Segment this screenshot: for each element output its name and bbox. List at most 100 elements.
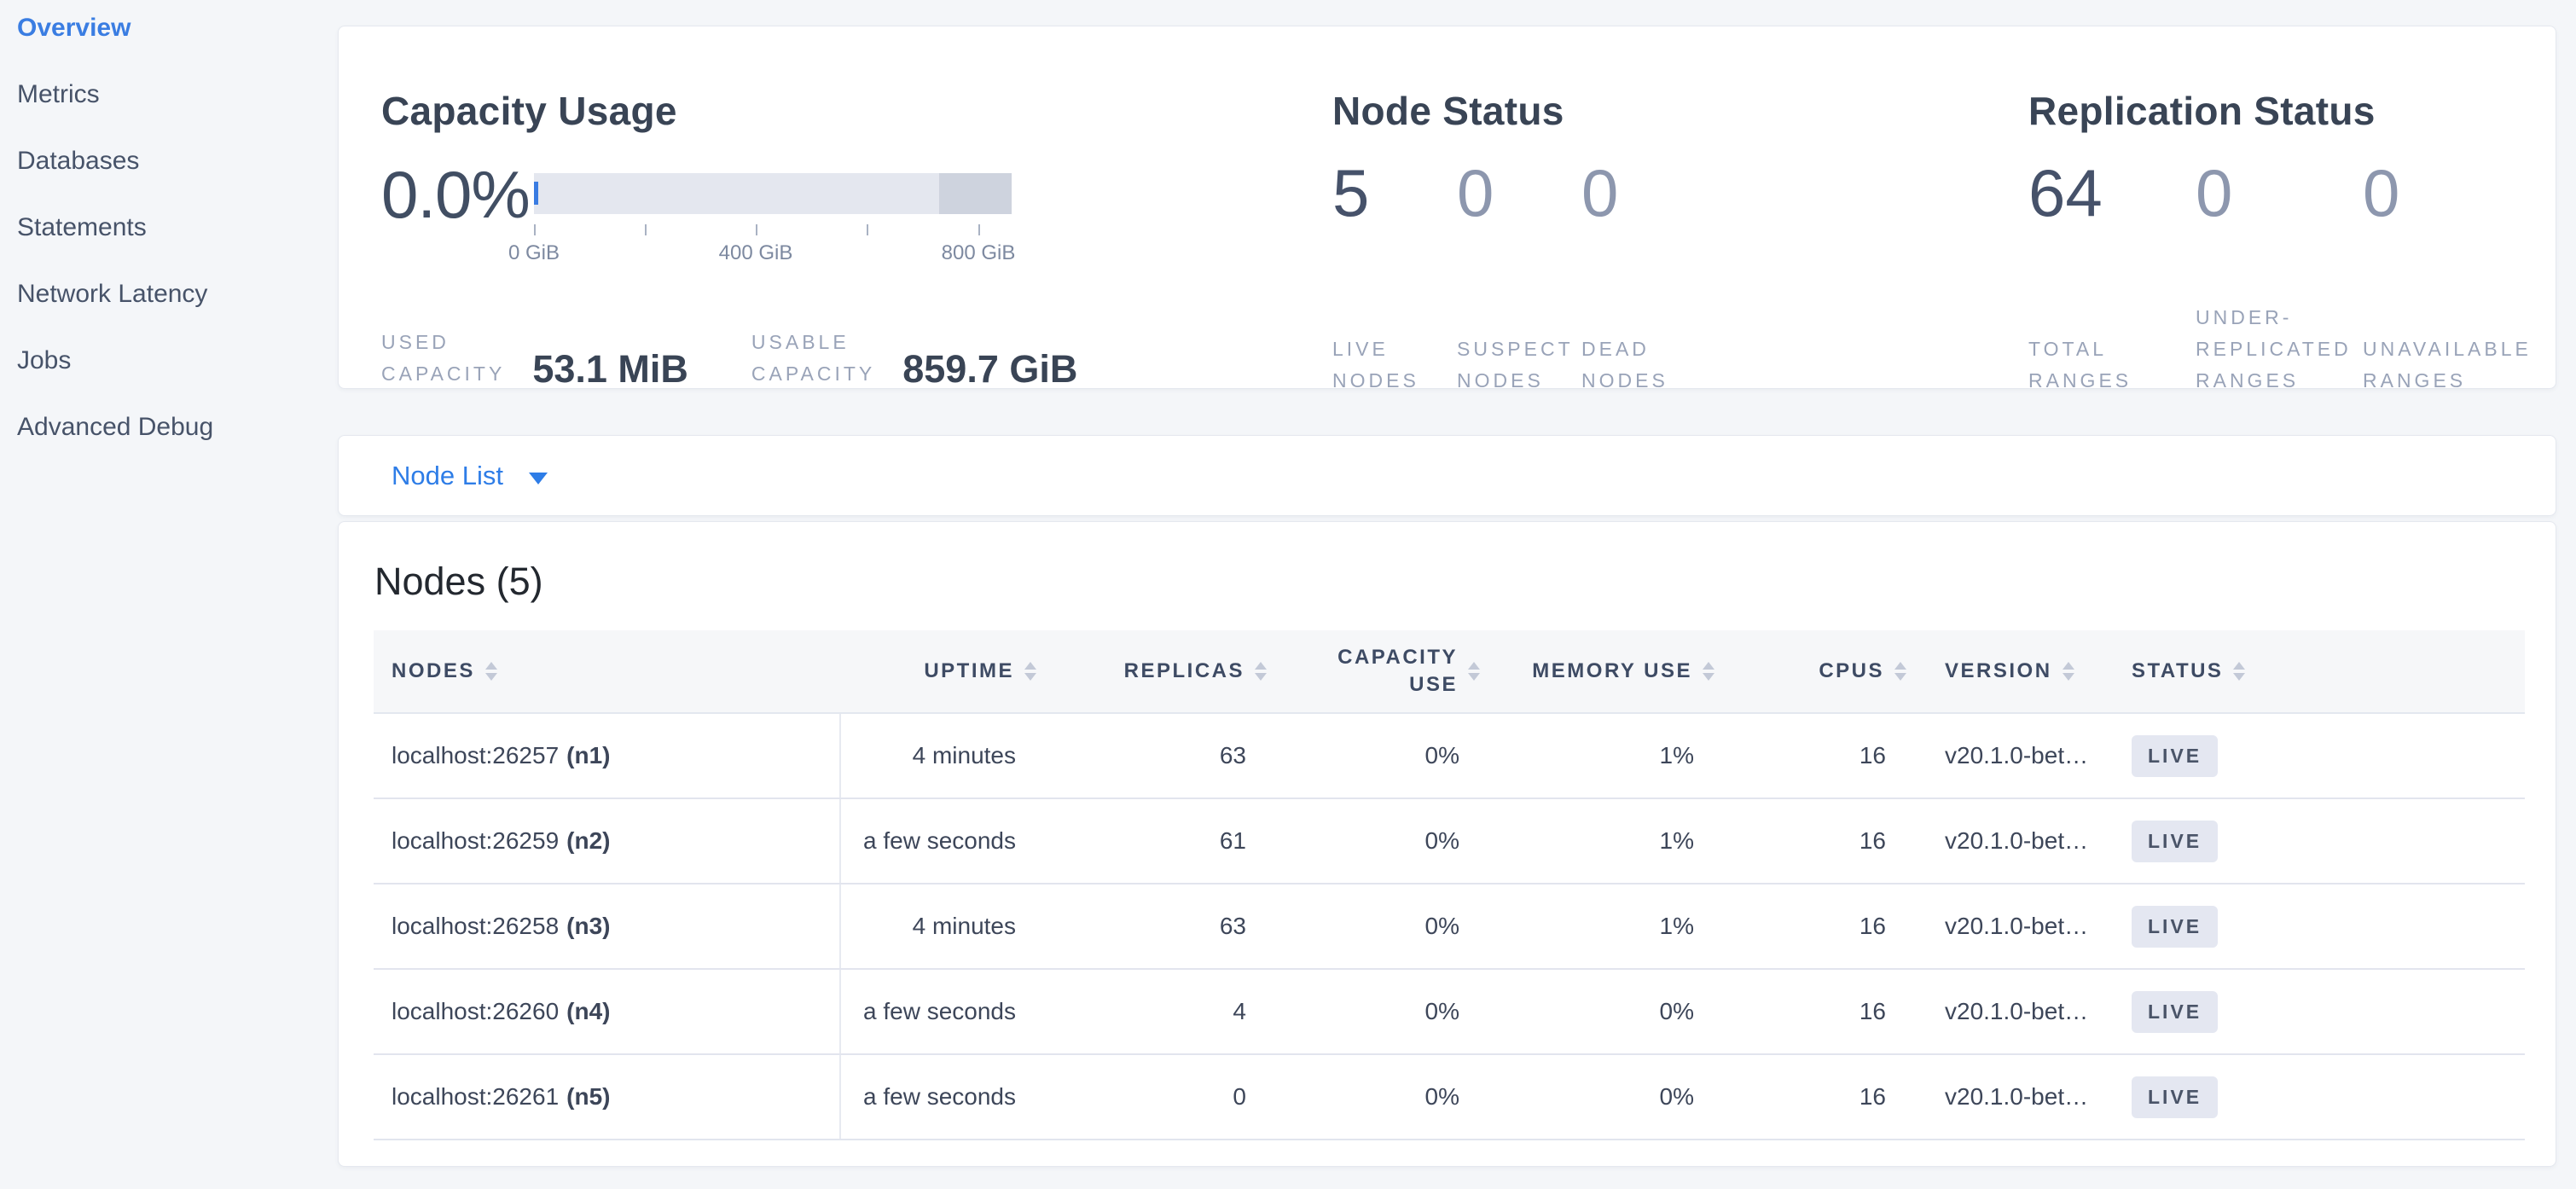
table-row: localhost:26258 (n3) 4 minutes 63 0% 1% … bbox=[374, 884, 2525, 970]
sidebar-item-metrics[interactable]: Metrics bbox=[17, 80, 100, 108]
memory-use-cell: 1% bbox=[1659, 913, 1694, 939]
under-replicated-ranges-label: UNDER- REPLICATED RANGES bbox=[2196, 306, 2352, 392]
node-address-cell[interactable]: localhost:26258 (n3) bbox=[374, 884, 841, 968]
gauge-tick bbox=[645, 224, 647, 235]
uptime-cell: a few seconds bbox=[863, 998, 1016, 1024]
capacity-gauge-bar bbox=[534, 173, 1012, 214]
gauge-axis-label: 800 GiB bbox=[941, 241, 1016, 264]
usable-capacity-label: USABLE CAPACITY bbox=[751, 331, 876, 385]
uptime-cell: 4 minutes bbox=[912, 913, 1016, 939]
status-cell: LIVE bbox=[2112, 714, 2525, 798]
gauge-tick bbox=[756, 224, 757, 235]
node-address-cell[interactable]: localhost:26261 (n5) bbox=[374, 1055, 841, 1139]
status-cell: LIVE bbox=[2112, 1055, 2525, 1139]
node-address: localhost:26260 bbox=[392, 998, 560, 1024]
capacity-use-cell: 0% bbox=[1424, 913, 1459, 939]
sort-icon bbox=[1894, 662, 1906, 681]
column-header-status[interactable]: STATUS bbox=[2112, 630, 2525, 712]
capacity-usage-title: Capacity Usage bbox=[381, 89, 677, 133]
replicas-cell: 61 bbox=[1219, 827, 1246, 854]
node-list-dropdown[interactable]: Node List bbox=[338, 435, 2556, 516]
gauge-tick bbox=[867, 224, 868, 235]
sidebar-item-jobs[interactable]: Jobs bbox=[17, 346, 72, 374]
column-header-memory-use[interactable]: MEMORY USE bbox=[1485, 630, 1720, 712]
node-id: (n4) bbox=[566, 998, 611, 1024]
status-badge: LIVE bbox=[2132, 905, 2219, 948]
cpus-cell: 16 bbox=[1859, 913, 1886, 939]
memory-use-cell: 0% bbox=[1659, 998, 1694, 1024]
sidebar-item-databases[interactable]: Databases bbox=[17, 147, 140, 175]
capacity-use-cell: 0% bbox=[1424, 1083, 1459, 1110]
usable-capacity-value: 859.7 GiB bbox=[902, 347, 1078, 391]
column-header-uptime[interactable]: UPTIME bbox=[841, 630, 1041, 712]
replicas-cell: 63 bbox=[1219, 913, 1246, 939]
gauge-tick bbox=[534, 224, 536, 235]
node-id: (n2) bbox=[566, 827, 611, 854]
live-nodes-label: LIVE NODES bbox=[1332, 338, 1419, 392]
sidebar-item-advanced-debug[interactable]: Advanced Debug bbox=[17, 413, 214, 441]
total-ranges-count: 64 bbox=[2028, 155, 2103, 230]
nodes-table-header: NODES UPTIME REPLICAS CAPACITY USE MEMOR… bbox=[374, 630, 2525, 714]
replication-status-title: Replication Status bbox=[2028, 89, 2376, 133]
nodes-table: NODES UPTIME REPLICAS CAPACITY USE MEMOR… bbox=[374, 630, 2525, 1140]
column-header-nodes[interactable]: NODES bbox=[374, 630, 841, 712]
replicas-cell: 0 bbox=[1233, 1083, 1246, 1110]
column-header-capacity-use[interactable]: CAPACITY USE bbox=[1272, 630, 1485, 712]
cpus-cell: 16 bbox=[1859, 998, 1886, 1024]
cpus-cell: 16 bbox=[1859, 1083, 1886, 1110]
column-header-label: VERSION bbox=[1945, 659, 2052, 682]
column-header-version[interactable]: VERSION bbox=[1912, 630, 2112, 712]
sidebar-item-overview[interactable]: Overview bbox=[17, 14, 131, 42]
uptime-cell: 4 minutes bbox=[912, 742, 1016, 768]
memory-use-cell: 1% bbox=[1659, 742, 1694, 768]
suspect-nodes-label: SUSPECT NODES bbox=[1457, 338, 1574, 392]
status-cell: LIVE bbox=[2112, 970, 2525, 1053]
sidebar-item-statements[interactable]: Statements bbox=[17, 213, 147, 241]
nodes-card: Nodes (5) NODES UPTIME REPLICAS CAPACITY… bbox=[338, 521, 2556, 1167]
node-id: (n3) bbox=[566, 913, 611, 939]
sidebar-item-network-latency[interactable]: Network Latency bbox=[17, 280, 208, 308]
capacity-use-cell: 0% bbox=[1424, 742, 1459, 768]
column-header-cpus[interactable]: CPUS bbox=[1720, 630, 1912, 712]
under-replicated-ranges-count: 0 bbox=[2196, 155, 2233, 230]
cpus-cell: 16 bbox=[1859, 742, 1886, 768]
node-address-cell[interactable]: localhost:26259 (n2) bbox=[374, 799, 841, 883]
sort-icon bbox=[1024, 662, 1036, 681]
replicas-cell: 63 bbox=[1219, 742, 1246, 768]
replicas-cell: 4 bbox=[1233, 998, 1246, 1024]
node-address: localhost:26257 bbox=[392, 742, 560, 768]
capacity-use-cell: 0% bbox=[1424, 827, 1459, 854]
memory-use-cell: 0% bbox=[1659, 1083, 1694, 1110]
sort-icon bbox=[1255, 662, 1267, 681]
version-cell: v20.1.0-bet… bbox=[1945, 827, 2089, 854]
table-row: localhost:26259 (n2) a few seconds 61 0%… bbox=[374, 799, 2525, 884]
column-header-label: UPTIME bbox=[924, 659, 1014, 682]
column-header-label: CPUS bbox=[1819, 659, 1884, 682]
capacity-gauge-used-marker bbox=[534, 182, 538, 205]
version-cell: v20.1.0-bet… bbox=[1945, 913, 2089, 939]
node-list-dropdown-label: Node List bbox=[392, 460, 503, 490]
nodes-table-title: Nodes (5) bbox=[374, 560, 543, 603]
column-header-label: MEMORY USE bbox=[1532, 659, 1692, 682]
status-badge: LIVE bbox=[2132, 734, 2219, 777]
node-address: localhost:26259 bbox=[392, 827, 560, 854]
gauge-axis-label: 400 GiB bbox=[718, 241, 793, 264]
dead-nodes-count: 0 bbox=[1581, 155, 1619, 230]
node-status-title: Node Status bbox=[1332, 89, 1564, 133]
node-address-cell[interactable]: localhost:26260 (n4) bbox=[374, 970, 841, 1053]
capacity-use-cell: 0% bbox=[1424, 998, 1459, 1024]
capacity-usage-gauge: 0 GiB 400 GiB 800 GiB bbox=[508, 173, 1015, 264]
column-header-replicas[interactable]: REPLICAS bbox=[1041, 630, 1272, 712]
node-address-cell[interactable]: localhost:26257 (n1) bbox=[374, 714, 841, 798]
status-badge: LIVE bbox=[2132, 820, 2219, 862]
cpus-cell: 16 bbox=[1859, 827, 1886, 854]
sort-icon bbox=[2233, 662, 2246, 681]
sidebar: Overview Metrics Databases Statements Ne… bbox=[0, 0, 338, 1189]
node-id: (n5) bbox=[566, 1083, 611, 1110]
table-row: localhost:26257 (n1) 4 minutes 63 0% 1% … bbox=[374, 714, 2525, 799]
status-badge: LIVE bbox=[2132, 1076, 2219, 1118]
chevron-down-icon bbox=[528, 472, 548, 484]
table-row: localhost:26260 (n4) a few seconds 4 0% … bbox=[374, 970, 2525, 1055]
sort-icon bbox=[1703, 662, 1714, 681]
node-address: localhost:26261 bbox=[392, 1083, 560, 1110]
